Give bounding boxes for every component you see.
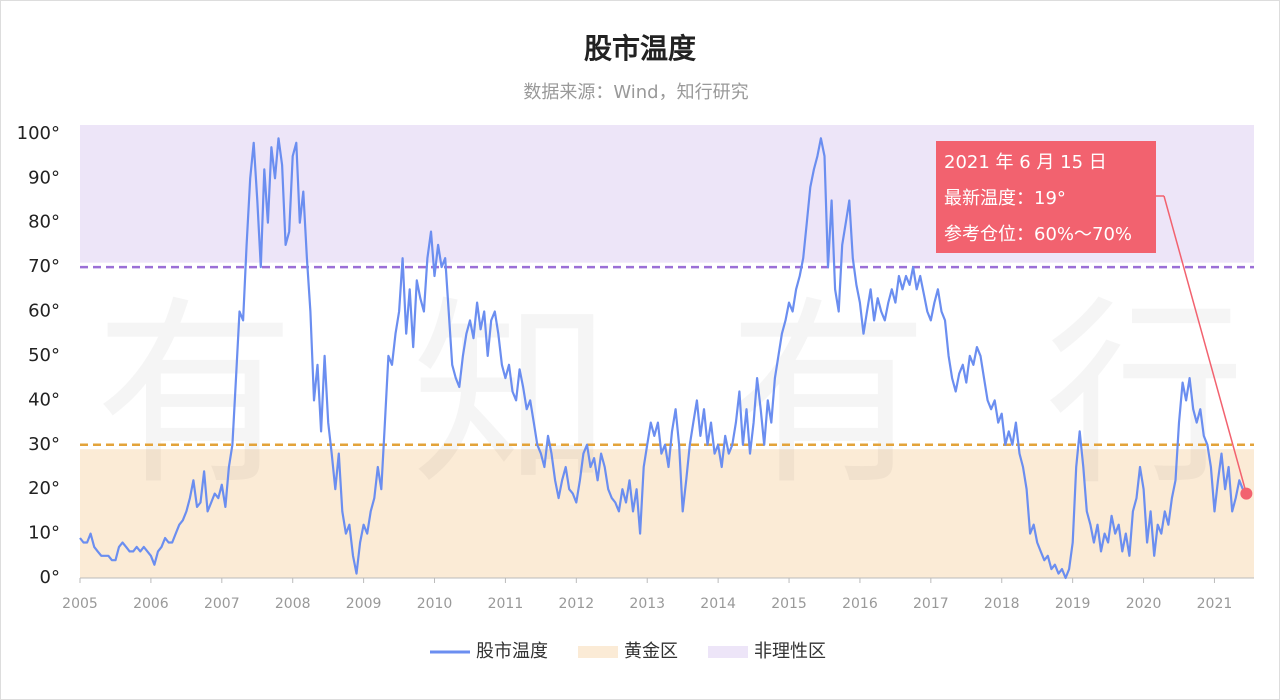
x-tick-label: 2021	[1197, 596, 1233, 612]
x-tick-label: 2008	[275, 596, 311, 612]
y-tick-label: 80°	[28, 212, 60, 233]
y-tick-label: 90°	[28, 167, 60, 188]
annotation-connector	[1163, 195, 1248, 494]
legend-label: 黄金区	[624, 641, 678, 662]
annotation-text: 最新温度：19°	[944, 188, 1066, 209]
line-series	[79, 137, 1248, 580]
y-tick-label: 0°	[40, 567, 60, 588]
x-tick-label: 2015	[771, 596, 807, 612]
x-tick-label: 2017	[913, 596, 949, 612]
x-tick-label: 2020	[1126, 596, 1162, 612]
y-tick-label: 50°	[28, 345, 60, 366]
x-tick-label: 2006	[133, 596, 169, 612]
x-tick-label: 2016	[842, 596, 878, 612]
x-tick-label: 2019	[1055, 596, 1091, 612]
x-tick-label: 2011	[488, 596, 524, 612]
legend-label: 非理性区	[754, 641, 826, 662]
annotation-text: 参考仓位：60%～70%	[944, 224, 1132, 245]
y-tick-label: 30°	[28, 434, 60, 455]
chart-title: 股市温度	[584, 32, 696, 65]
x-tick-label: 2013	[629, 596, 665, 612]
x-tick-label: 2018	[984, 596, 1020, 612]
y-tick-label: 60°	[28, 301, 60, 322]
x-tick-label: 2012	[559, 596, 595, 612]
y-tick-label: 20°	[28, 478, 60, 499]
x-tick-label: 2005	[62, 596, 98, 612]
annotation-box	[936, 141, 1156, 253]
legend-label: 股市温度	[476, 641, 548, 662]
y-tick-label: 100°	[17, 123, 60, 144]
annotation-text: 2021 年 6 月 15 日	[944, 152, 1107, 173]
zone	[80, 449, 1254, 578]
x-tick-label: 2009	[346, 596, 382, 612]
y-tick-label: 40°	[28, 389, 60, 410]
x-tick-label: 2014	[700, 596, 736, 612]
y-tick-label: 10°	[28, 523, 60, 544]
legend-swatch	[578, 646, 618, 658]
y-tick-label: 70°	[28, 256, 60, 277]
legend-swatch	[708, 646, 748, 658]
latest-point	[1240, 487, 1253, 500]
x-tick-label: 2010	[417, 596, 453, 612]
x-tick-label: 2007	[204, 596, 240, 612]
chart-subtitle: 数据来源：Wind，知行研究	[523, 82, 748, 103]
